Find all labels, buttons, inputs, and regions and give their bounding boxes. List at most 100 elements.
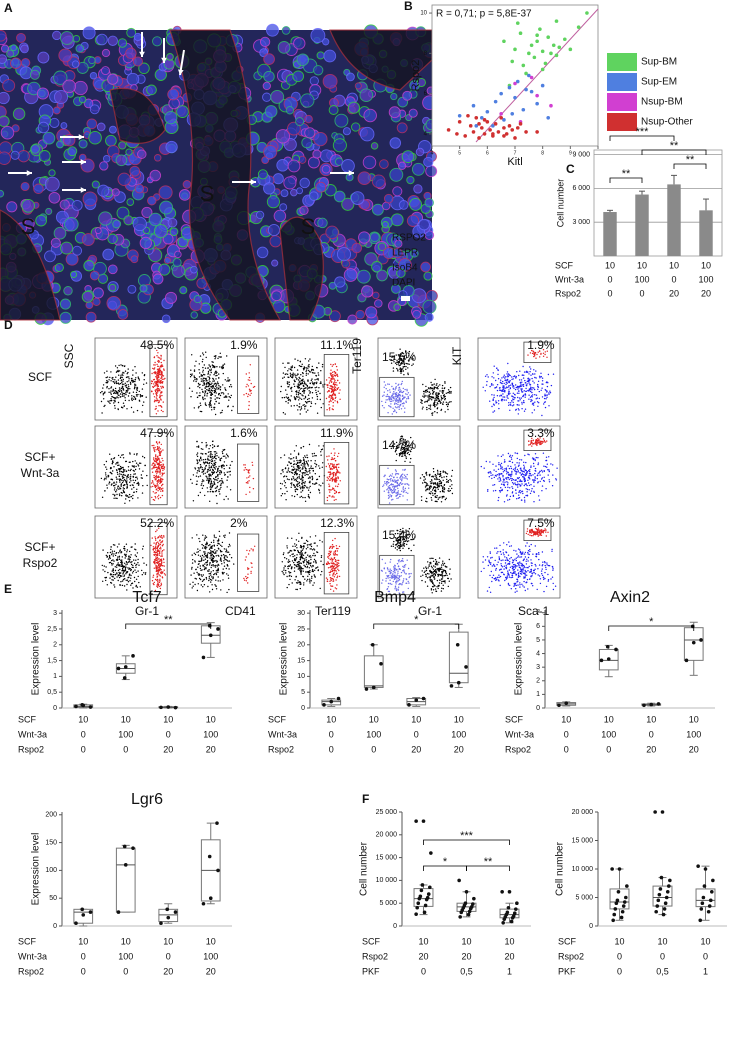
flow-event-texture <box>306 375 307 376</box>
flow-event-texture <box>202 385 203 386</box>
flow-event-texture <box>133 396 134 397</box>
flow-event-texture <box>521 382 522 383</box>
flow-event-texture <box>226 396 227 397</box>
flow-event-texture <box>504 468 505 469</box>
flow-event-texture <box>194 365 195 366</box>
flow-event-texture <box>430 382 431 383</box>
flow-event-texture <box>296 445 297 446</box>
flow-event-texture <box>110 392 111 393</box>
flow-event-texture <box>541 415 542 416</box>
flow-event-texture <box>161 371 162 372</box>
flow-event-texture <box>210 491 211 492</box>
flow-event-texture <box>395 473 396 474</box>
flow-event-texture <box>426 501 427 502</box>
flow-event-texture <box>225 457 226 458</box>
flow-event-texture <box>502 467 503 468</box>
flow-event-texture <box>136 491 137 492</box>
flow-event-texture <box>526 384 527 385</box>
flow-event-texture <box>495 380 496 381</box>
flow-event-texture <box>189 388 190 389</box>
flow-event-texture <box>155 408 156 409</box>
flow-event-texture <box>337 402 338 403</box>
flow-event-texture <box>123 403 124 404</box>
flow-event-texture <box>501 463 502 464</box>
flow-event-texture <box>437 470 438 471</box>
flow-event-texture <box>209 501 210 502</box>
flow-event-texture <box>395 389 396 390</box>
flow-event-texture <box>232 406 233 407</box>
flow-event-texture <box>317 396 318 397</box>
flow-event-texture <box>197 397 198 398</box>
flow-event-texture <box>306 461 307 462</box>
cell-texture <box>272 291 282 301</box>
flow-event-texture <box>335 486 336 487</box>
flow-event-texture <box>537 482 538 483</box>
flow-event-texture <box>203 469 204 470</box>
flow-event-texture <box>288 368 289 369</box>
flow-event-texture <box>294 405 295 406</box>
flow-event-texture <box>388 479 389 480</box>
flow-event-texture <box>552 464 553 465</box>
flow-event-texture <box>104 372 105 373</box>
flow-event-texture <box>545 488 546 489</box>
flow-event-texture <box>295 491 296 492</box>
cell-texture <box>60 200 69 209</box>
flow-event-texture <box>396 403 397 404</box>
flow-event-texture <box>159 370 160 371</box>
flow-event-texture <box>127 486 128 487</box>
cell-texture <box>109 284 116 291</box>
flow-event-texture <box>504 390 505 391</box>
flow-event-texture <box>387 488 388 489</box>
flow-event-texture <box>290 376 291 377</box>
flow-event-texture <box>298 399 299 400</box>
flow-event-texture <box>526 488 527 489</box>
flow-event-texture <box>333 393 334 394</box>
flow-event-texture <box>398 493 399 494</box>
flow-event-texture <box>389 384 390 385</box>
cell-texture <box>180 287 187 294</box>
flow-event-texture <box>217 471 218 472</box>
flow-event-texture <box>211 471 212 472</box>
flow-event-texture <box>160 453 161 454</box>
flow-event-texture <box>432 384 433 385</box>
flow-event-texture <box>131 397 132 398</box>
cell-texture <box>126 48 137 59</box>
flow-event-texture <box>128 400 129 401</box>
cell-texture <box>51 238 60 247</box>
flow-event-texture <box>214 372 215 373</box>
flow-event-texture <box>424 391 425 392</box>
flow-event-texture <box>160 378 161 379</box>
flow-event-texture <box>513 378 514 379</box>
flow-event-texture <box>522 374 523 375</box>
flow-event-texture <box>312 479 313 480</box>
flow-event-texture <box>294 380 295 381</box>
flow-event-texture <box>406 389 407 390</box>
flow-event-texture <box>290 374 291 375</box>
flow-event-texture <box>534 402 535 403</box>
flow-event-texture <box>210 454 211 455</box>
flow-event-texture <box>446 404 447 405</box>
flow-event-texture <box>283 372 284 373</box>
flow-event-texture <box>217 397 218 398</box>
flow-event-texture <box>193 474 194 475</box>
flow-event-texture <box>153 457 154 458</box>
flow-event-texture <box>157 369 158 370</box>
flow-event-texture <box>302 482 303 483</box>
flow-event-texture <box>319 490 320 491</box>
cell-texture <box>344 269 357 282</box>
cell-texture <box>352 123 360 131</box>
flow-event-texture <box>157 378 158 379</box>
flow-event-texture <box>120 383 121 384</box>
flow-event-texture <box>305 396 306 397</box>
flow-event-texture <box>436 404 437 405</box>
flow-event-texture <box>231 410 232 411</box>
cell-texture <box>265 106 277 118</box>
flow-event-texture <box>393 391 394 392</box>
flow-event-texture <box>487 491 488 492</box>
flow-event-texture <box>203 378 204 379</box>
flow-event-texture <box>334 394 335 395</box>
flow-event-texture <box>295 489 296 490</box>
flow-event-texture <box>548 405 549 406</box>
flow-event-texture <box>495 490 496 491</box>
flow-event-texture <box>117 370 118 371</box>
